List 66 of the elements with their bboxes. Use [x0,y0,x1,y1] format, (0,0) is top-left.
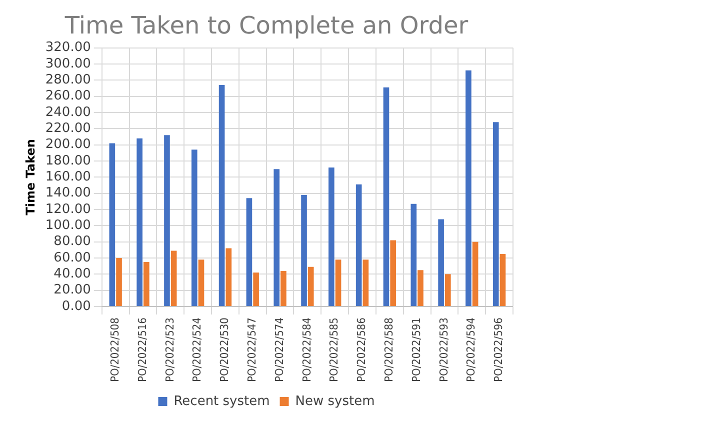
y-tick-label: 0.00 [62,298,91,314]
y-tick-label: 20.00 [54,282,91,298]
y-tick-label: 80.00 [54,234,91,250]
x-tick-label: PO/2022/530 [218,318,232,382]
bar [218,84,225,306]
y-tick-label: 100.00 [45,218,91,234]
y-tick-label: 280.00 [45,72,91,88]
y-tick-label: 40.00 [54,266,91,282]
y-tick-label: 260.00 [45,88,91,104]
bar [472,242,478,306]
y-tick-label: 320.00 [45,40,91,56]
x-tick-label: PO/2022/584 [300,318,314,382]
bar [362,260,369,306]
bar [274,169,280,306]
bar [410,204,417,306]
x-tick-label: PO/2022/596 [492,318,506,382]
x-tick-label: PO/2022/524 [190,318,204,382]
x-tick-label: PO/2022/508 [108,318,122,382]
bar [198,260,204,306]
bar [301,194,307,306]
bar [335,260,342,306]
y-tick-label: 300.00 [45,56,91,72]
bar [466,70,472,306]
bar [246,198,252,306]
x-tick-label: PO/2022/593 [437,318,450,382]
bar [164,135,170,306]
bar [170,250,177,306]
x-tick-label: PO/2022/588 [382,318,396,382]
bar [109,143,116,306]
x-tick-label: PO/2022/547 [245,318,258,382]
bar [191,150,198,306]
y-tick-label: 160.00 [45,170,91,185]
chart-title: Time Taken to Complete an Order [64,12,468,40]
bar [116,258,122,306]
x-tick-label: PO/2022/574 [272,318,286,382]
x-tick-label: PO/2022/591 [410,318,423,382]
bar [383,87,390,306]
bar [328,167,334,306]
bar [144,262,150,306]
y-tick-label: 180.00 [45,153,91,168]
bar [253,272,259,306]
bar [492,122,499,306]
bar [356,184,362,306]
y-axis-title: Time Taken [23,139,38,216]
legend-label: New system [295,394,375,409]
x-tick-label: PO/2022/585 [328,318,341,382]
bar [500,254,506,306]
bar [280,270,286,306]
bar [438,219,444,306]
bar [390,240,396,306]
y-tick-label: 120.00 [45,202,91,217]
bar [136,138,142,306]
bar [418,270,424,306]
bar [444,274,451,306]
bar [226,248,232,306]
x-tick-label: PO/2022/586 [355,318,368,382]
bar [308,266,314,306]
x-tick-label: PO/2022/516 [136,318,149,382]
y-tick-label: 240.00 [45,104,91,120]
y-tick-label: 140.00 [45,186,91,201]
y-tick-label: 200.00 [45,137,91,152]
x-tick-label: PO/2022/594 [464,318,478,382]
y-tick-label: 60.00 [54,250,91,266]
y-tick-label: 220.00 [45,121,91,136]
legend-label: Recent system [174,394,270,409]
x-tick-label: PO/2022/523 [163,318,176,382]
